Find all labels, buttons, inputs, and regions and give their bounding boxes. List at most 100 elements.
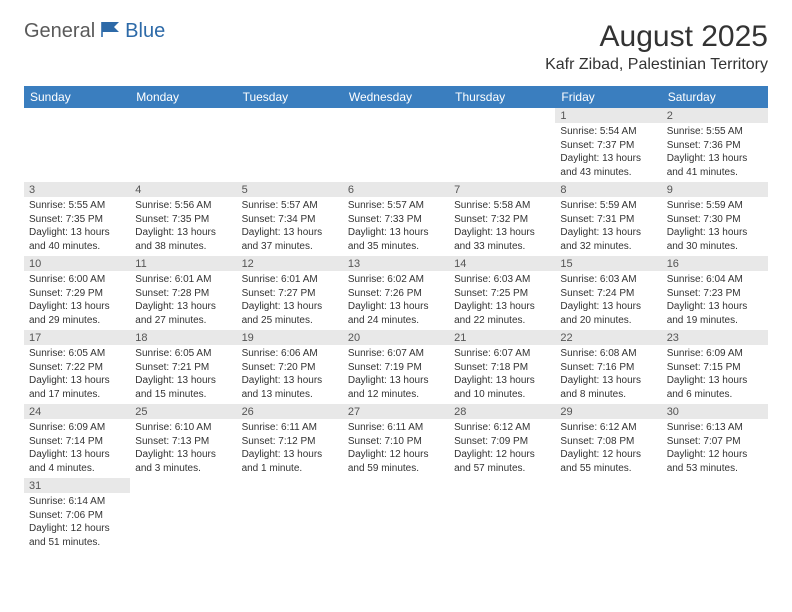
day-info: Sunrise: 5:58 AMSunset: 7:32 PMDaylight:… <box>449 197 555 256</box>
day-number: 25 <box>130 404 236 419</box>
day-number: 24 <box>24 404 130 419</box>
day-number: 14 <box>449 256 555 271</box>
day-info: Sunrise: 6:02 AMSunset: 7:26 PMDaylight:… <box>343 271 449 330</box>
calendar-cell: 1Sunrise: 5:54 AMSunset: 7:37 PMDaylight… <box>555 108 661 182</box>
day-info: Sunrise: 6:10 AMSunset: 7:13 PMDaylight:… <box>130 419 236 478</box>
day-info: Sunrise: 5:57 AMSunset: 7:34 PMDaylight:… <box>237 197 343 256</box>
calendar-cell: 18Sunrise: 6:05 AMSunset: 7:21 PMDayligh… <box>130 330 236 404</box>
day-info: Sunrise: 6:00 AMSunset: 7:29 PMDaylight:… <box>24 271 130 330</box>
calendar-row: 17Sunrise: 6:05 AMSunset: 7:22 PMDayligh… <box>24 330 768 404</box>
calendar-cell: 20Sunrise: 6:07 AMSunset: 7:19 PMDayligh… <box>343 330 449 404</box>
day-number: 12 <box>237 256 343 271</box>
calendar-cell <box>555 478 661 552</box>
day-number: 1 <box>555 108 661 123</box>
day-info: Sunrise: 6:05 AMSunset: 7:22 PMDaylight:… <box>24 345 130 404</box>
day-info: Sunrise: 6:12 AMSunset: 7:09 PMDaylight:… <box>449 419 555 478</box>
day-info: Sunrise: 6:14 AMSunset: 7:06 PMDaylight:… <box>24 493 130 552</box>
day-info: Sunrise: 5:55 AMSunset: 7:35 PMDaylight:… <box>24 197 130 256</box>
day-info: Sunrise: 6:05 AMSunset: 7:21 PMDaylight:… <box>130 345 236 404</box>
day-info: Sunrise: 6:12 AMSunset: 7:08 PMDaylight:… <box>555 419 661 478</box>
calendar-cell <box>237 478 343 552</box>
col-header: Thursday <box>449 86 555 108</box>
calendar-cell: 2Sunrise: 5:55 AMSunset: 7:36 PMDaylight… <box>662 108 768 182</box>
calendar-cell: 6Sunrise: 5:57 AMSunset: 7:33 PMDaylight… <box>343 182 449 256</box>
calendar-cell: 21Sunrise: 6:07 AMSunset: 7:18 PMDayligh… <box>449 330 555 404</box>
calendar-cell: 30Sunrise: 6:13 AMSunset: 7:07 PMDayligh… <box>662 404 768 478</box>
calendar-row: 1Sunrise: 5:54 AMSunset: 7:37 PMDaylight… <box>24 108 768 182</box>
day-info: Sunrise: 5:55 AMSunset: 7:36 PMDaylight:… <box>662 123 768 182</box>
day-number: 26 <box>237 404 343 419</box>
day-info: Sunrise: 6:03 AMSunset: 7:25 PMDaylight:… <box>449 271 555 330</box>
day-info: Sunrise: 6:07 AMSunset: 7:18 PMDaylight:… <box>449 345 555 404</box>
day-info: Sunrise: 6:09 AMSunset: 7:14 PMDaylight:… <box>24 419 130 478</box>
calendar-cell: 14Sunrise: 6:03 AMSunset: 7:25 PMDayligh… <box>449 256 555 330</box>
calendar-row: 3Sunrise: 5:55 AMSunset: 7:35 PMDaylight… <box>24 182 768 256</box>
day-number: 3 <box>24 182 130 197</box>
day-info: Sunrise: 5:59 AMSunset: 7:31 PMDaylight:… <box>555 197 661 256</box>
day-info: Sunrise: 6:06 AMSunset: 7:20 PMDaylight:… <box>237 345 343 404</box>
day-number: 22 <box>555 330 661 345</box>
calendar-cell: 27Sunrise: 6:11 AMSunset: 7:10 PMDayligh… <box>343 404 449 478</box>
day-number: 20 <box>343 330 449 345</box>
day-number: 17 <box>24 330 130 345</box>
weekday-header-row: Sunday Monday Tuesday Wednesday Thursday… <box>24 86 768 108</box>
day-number: 2 <box>662 108 768 123</box>
location: Kafr Zibad, Palestinian Territory <box>545 56 768 74</box>
calendar-cell: 28Sunrise: 6:12 AMSunset: 7:09 PMDayligh… <box>449 404 555 478</box>
day-info: Sunrise: 5:56 AMSunset: 7:35 PMDaylight:… <box>130 197 236 256</box>
calendar-row: 10Sunrise: 6:00 AMSunset: 7:29 PMDayligh… <box>24 256 768 330</box>
calendar-cell <box>130 478 236 552</box>
day-number: 27 <box>343 404 449 419</box>
day-info: Sunrise: 6:13 AMSunset: 7:07 PMDaylight:… <box>662 419 768 478</box>
day-number: 29 <box>555 404 661 419</box>
calendar-cell: 5Sunrise: 5:57 AMSunset: 7:34 PMDaylight… <box>237 182 343 256</box>
calendar-cell: 22Sunrise: 6:08 AMSunset: 7:16 PMDayligh… <box>555 330 661 404</box>
day-number: 5 <box>237 182 343 197</box>
calendar-row: 31Sunrise: 6:14 AMSunset: 7:06 PMDayligh… <box>24 478 768 552</box>
header: General Blue August 2025 Kafr Zibad, Pal… <box>24 20 768 74</box>
calendar-cell <box>237 108 343 182</box>
day-info: Sunrise: 6:01 AMSunset: 7:27 PMDaylight:… <box>237 271 343 330</box>
day-number: 28 <box>449 404 555 419</box>
calendar-cell <box>449 478 555 552</box>
day-number: 19 <box>237 330 343 345</box>
day-number: 7 <box>449 182 555 197</box>
day-number: 21 <box>449 330 555 345</box>
calendar-cell: 23Sunrise: 6:09 AMSunset: 7:15 PMDayligh… <box>662 330 768 404</box>
day-number: 11 <box>130 256 236 271</box>
calendar-cell <box>343 108 449 182</box>
day-info: Sunrise: 6:09 AMSunset: 7:15 PMDaylight:… <box>662 345 768 404</box>
calendar-table: Sunday Monday Tuesday Wednesday Thursday… <box>24 86 768 552</box>
calendar-cell <box>662 478 768 552</box>
col-header: Friday <box>555 86 661 108</box>
calendar-cell: 19Sunrise: 6:06 AMSunset: 7:20 PMDayligh… <box>237 330 343 404</box>
logo-text-general: General <box>24 20 95 43</box>
calendar-cell: 24Sunrise: 6:09 AMSunset: 7:14 PMDayligh… <box>24 404 130 478</box>
calendar-cell: 15Sunrise: 6:03 AMSunset: 7:24 PMDayligh… <box>555 256 661 330</box>
calendar-cell: 8Sunrise: 5:59 AMSunset: 7:31 PMDaylight… <box>555 182 661 256</box>
logo-text-blue: Blue <box>125 20 165 43</box>
col-header: Monday <box>130 86 236 108</box>
day-number: 30 <box>662 404 768 419</box>
day-number: 15 <box>555 256 661 271</box>
day-info: Sunrise: 5:57 AMSunset: 7:33 PMDaylight:… <box>343 197 449 256</box>
calendar-cell <box>449 108 555 182</box>
col-header: Tuesday <box>237 86 343 108</box>
day-info: Sunrise: 6:11 AMSunset: 7:12 PMDaylight:… <box>237 419 343 478</box>
day-info: Sunrise: 5:59 AMSunset: 7:30 PMDaylight:… <box>662 197 768 256</box>
title-block: August 2025 Kafr Zibad, Palestinian Terr… <box>545 20 768 74</box>
calendar-cell: 26Sunrise: 6:11 AMSunset: 7:12 PMDayligh… <box>237 404 343 478</box>
day-info: Sunrise: 6:08 AMSunset: 7:16 PMDaylight:… <box>555 345 661 404</box>
logo: General Blue <box>24 20 165 43</box>
calendar-cell: 12Sunrise: 6:01 AMSunset: 7:27 PMDayligh… <box>237 256 343 330</box>
calendar-cell <box>24 108 130 182</box>
calendar-cell: 4Sunrise: 5:56 AMSunset: 7:35 PMDaylight… <box>130 182 236 256</box>
col-header: Wednesday <box>343 86 449 108</box>
calendar-cell: 3Sunrise: 5:55 AMSunset: 7:35 PMDaylight… <box>24 182 130 256</box>
calendar-cell: 7Sunrise: 5:58 AMSunset: 7:32 PMDaylight… <box>449 182 555 256</box>
day-info: Sunrise: 6:07 AMSunset: 7:19 PMDaylight:… <box>343 345 449 404</box>
calendar-cell: 13Sunrise: 6:02 AMSunset: 7:26 PMDayligh… <box>343 256 449 330</box>
day-number: 10 <box>24 256 130 271</box>
day-number: 6 <box>343 182 449 197</box>
flag-icon <box>101 20 123 43</box>
